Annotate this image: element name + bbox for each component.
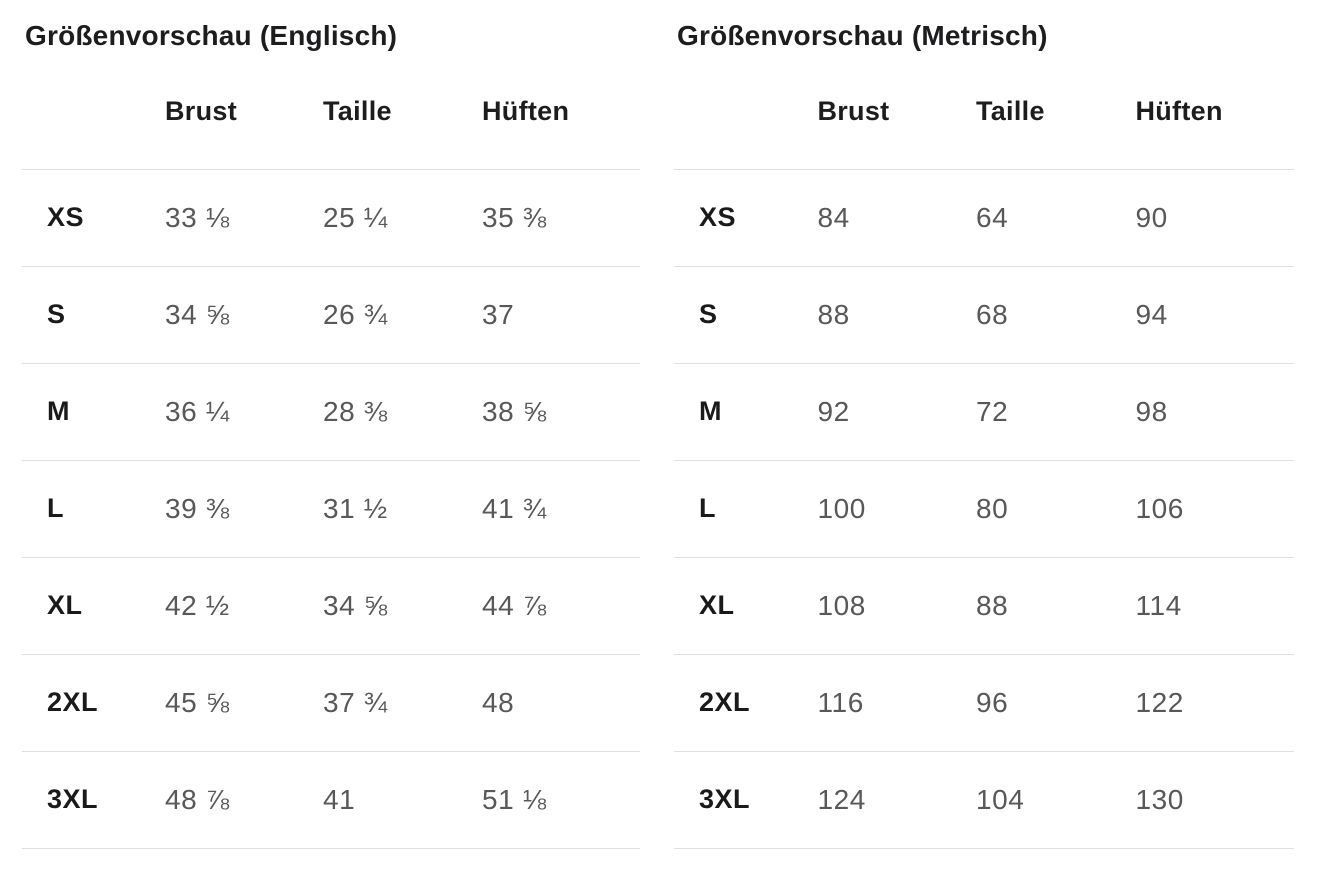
size-label: 2XL — [22, 654, 165, 752]
table-title-metric: Größenvorschau (Metrisch) — [677, 20, 1048, 51]
corner-cell — [22, 54, 165, 170]
measurement-value: 28 ⅜ — [323, 363, 482, 461]
measurement-value: 33 ⅛ — [165, 169, 323, 267]
size-label: 3XL — [674, 751, 818, 849]
size-label: XS — [674, 169, 818, 267]
table-row: XL 108 88 114 — [674, 557, 1294, 655]
corner-cell — [674, 54, 818, 170]
size-label: S — [674, 266, 818, 364]
size-label: S — [22, 266, 165, 364]
size-label: 3XL — [22, 751, 165, 849]
measurement-value: 108 — [817, 557, 976, 655]
table-title-english: Größenvorschau (Englisch) — [25, 20, 398, 51]
measurement-value: 36 ¼ — [165, 363, 323, 461]
measurement-value: 106 — [1135, 460, 1294, 558]
size-table-metric: Brust Taille Hüften XS 84 64 90 S 88 68 94 M 92 72… — [674, 54, 1294, 849]
measurement-value: 96 — [975, 654, 1136, 752]
measurement-value: 37 — [482, 266, 640, 364]
measurement-value: 41 ¾ — [482, 460, 640, 558]
measurement-value: 64 — [975, 169, 1136, 267]
column-header-brust: Brust — [817, 54, 976, 170]
size-label: XS — [22, 169, 165, 267]
measurement-value: 44 ⅞ — [482, 557, 640, 655]
measurement-value: 45 ⅝ — [165, 654, 323, 752]
measurement-value: 41 — [323, 751, 482, 849]
table-row: XS 33 ⅛ 25 ¼ 35 ⅜ — [22, 169, 640, 267]
measurement-value: 90 — [1135, 169, 1294, 267]
measurement-value: 25 ¼ — [323, 169, 482, 267]
measurement-value: 34 ⅝ — [323, 557, 482, 655]
table-row: M 36 ¼ 28 ⅜ 38 ⅝ — [22, 363, 640, 461]
measurement-value: 26 ¾ — [323, 266, 482, 364]
table-row: XL 42 ½ 34 ⅝ 44 ⅞ — [22, 557, 640, 655]
column-header-hueften: Hüften — [482, 54, 640, 170]
measurement-value: 88 — [817, 266, 976, 364]
measurement-value: 80 — [975, 460, 1136, 558]
size-label: L — [674, 460, 818, 558]
measurement-value: 116 — [817, 654, 976, 752]
column-header-hueften: Hüften — [1135, 54, 1294, 170]
size-label: M — [22, 363, 165, 461]
measurement-value: 42 ½ — [165, 557, 323, 655]
measurement-value: 124 — [817, 751, 976, 849]
column-header-taille: Taille — [975, 54, 1136, 170]
table-row: 2XL 45 ⅝ 37 ¾ 48 — [22, 654, 640, 752]
table-row: M 92 72 98 — [674, 363, 1294, 461]
measurement-value: 104 — [975, 751, 1136, 849]
table-row: L 100 80 106 — [674, 460, 1294, 558]
table-row: 2XL 116 96 122 — [674, 654, 1294, 752]
table-row: XS 84 64 90 — [674, 169, 1294, 267]
measurement-value: 72 — [975, 363, 1136, 461]
measurement-value: 98 — [1135, 363, 1294, 461]
table-row: L 39 ⅜ 31 ½ 41 ¾ — [22, 460, 640, 558]
size-label: XL — [22, 557, 165, 655]
table-row: 3XL 48 ⅞ 41 51 ⅛ — [22, 751, 640, 849]
measurement-value: 100 — [817, 460, 976, 558]
table-row: 3XL 124 104 130 — [674, 751, 1294, 849]
measurement-value: 39 ⅜ — [165, 460, 323, 558]
measurement-value: 48 ⅞ — [165, 751, 323, 849]
size-label: M — [674, 363, 818, 461]
table-header-row: Brust Taille Hüften — [674, 54, 1294, 170]
size-preview-metric-section: Größenvorschau (Metrisch) Brust Taille H… — [674, 18, 1294, 849]
measurement-value: 114 — [1135, 557, 1294, 655]
size-label: L — [22, 460, 165, 558]
measurement-value: 51 ⅛ — [482, 751, 640, 849]
measurement-value: 34 ⅝ — [165, 266, 323, 364]
size-label: XL — [674, 557, 818, 655]
measurement-value: 68 — [975, 266, 1136, 364]
measurement-value: 35 ⅜ — [482, 169, 640, 267]
size-label: 2XL — [674, 654, 818, 752]
measurement-value: 31 ½ — [323, 460, 482, 558]
column-header-brust: Brust — [165, 54, 323, 170]
table-row: S 88 68 94 — [674, 266, 1294, 364]
column-header-taille: Taille — [323, 54, 482, 170]
size-preview-english-section: Größenvorschau (Englisch) Brust Taille H… — [22, 18, 640, 849]
measurement-value: 122 — [1135, 654, 1294, 752]
measurement-value: 94 — [1135, 266, 1294, 364]
measurement-value: 130 — [1135, 751, 1294, 849]
measurement-value: 84 — [817, 169, 976, 267]
table-header-row: Brust Taille Hüften — [22, 54, 640, 170]
measurement-value: 37 ¾ — [323, 654, 482, 752]
measurement-value: 88 — [975, 557, 1136, 655]
table-row: S 34 ⅝ 26 ¾ 37 — [22, 266, 640, 364]
measurement-value: 92 — [817, 363, 976, 461]
measurement-value: 48 — [482, 654, 640, 752]
measurement-value: 38 ⅝ — [482, 363, 640, 461]
